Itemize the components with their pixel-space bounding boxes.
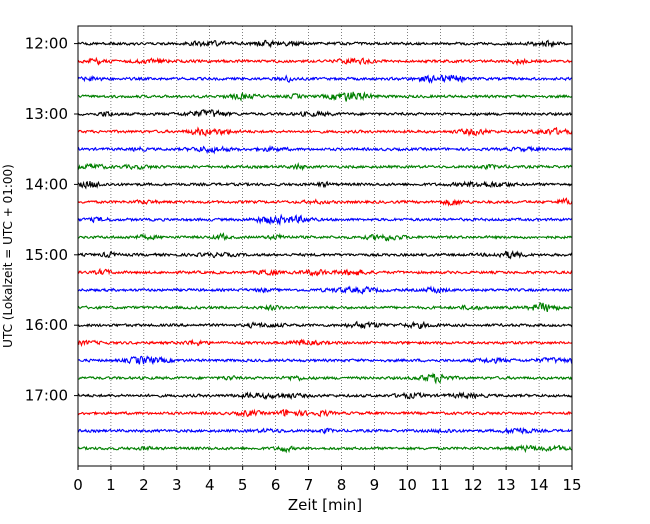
trace-line (77, 372, 573, 385)
y-tick-label: 12:00 (25, 35, 68, 53)
trace-line (78, 320, 573, 330)
x-axis-label: Zeit [min] (288, 496, 362, 514)
x-tick-label: 10 (398, 476, 417, 494)
trace-line (77, 391, 573, 400)
x-tick-label: 12 (464, 476, 483, 494)
x-tick-label: 6 (271, 476, 281, 494)
grid-lines (110, 26, 540, 466)
x-tick-label: 0 (73, 476, 83, 494)
trace-line (77, 267, 573, 277)
x-tick-label: 2 (139, 476, 149, 494)
x-tick-label: 3 (172, 476, 182, 494)
trace-line (77, 91, 573, 102)
trace-line (77, 444, 573, 454)
trace-line (77, 109, 573, 118)
trace-line (77, 213, 573, 226)
y-tick-label: 13:00 (25, 105, 68, 123)
trace-group (77, 39, 573, 454)
trace-line (77, 56, 573, 67)
x-tick-label: 13 (497, 476, 516, 494)
x-tick-label: 1 (106, 476, 116, 494)
trace-line (77, 180, 573, 190)
trace-line (77, 144, 573, 155)
trace-line (77, 162, 573, 172)
x-tick-label: 5 (238, 476, 248, 494)
y-axis-label: UTC (Lokalzeit = UTC + 01:00) (1, 164, 15, 348)
x-tick-label: 4 (205, 476, 215, 494)
trace-line (77, 355, 573, 366)
x-tick-label: 15 (562, 476, 581, 494)
trace-line (77, 126, 573, 137)
y-tick-label: 17:00 (25, 387, 68, 405)
trace-line (77, 408, 573, 418)
y-tick-label: 15:00 (25, 246, 68, 264)
x-ticks: 0 1 2 3 4 5 6 7 8 9 10 11 12 13 14 15 (73, 466, 582, 494)
trace-line (77, 338, 573, 348)
axes-frame (77, 25, 573, 467)
trace-line (77, 197, 573, 207)
x-tick-label: 8 (337, 476, 347, 494)
y-ticks: 12:00 13:00 14:00 15:00 16:00 17:00 (25, 35, 78, 405)
trace-line (77, 39, 573, 49)
trace-line (77, 232, 573, 242)
trace-line (77, 74, 573, 84)
y-tick-label: 16:00 (25, 316, 68, 334)
trace-line (77, 250, 573, 260)
x-tick-label: 11 (431, 476, 450, 494)
y-tick-label: 14:00 (25, 175, 68, 193)
trace-line (77, 426, 573, 435)
x-tick-label: 14 (530, 476, 549, 494)
trace-line (77, 301, 573, 313)
trace-line (77, 285, 573, 295)
x-tick-label: 9 (370, 476, 380, 494)
x-tick-label: 7 (304, 476, 314, 494)
